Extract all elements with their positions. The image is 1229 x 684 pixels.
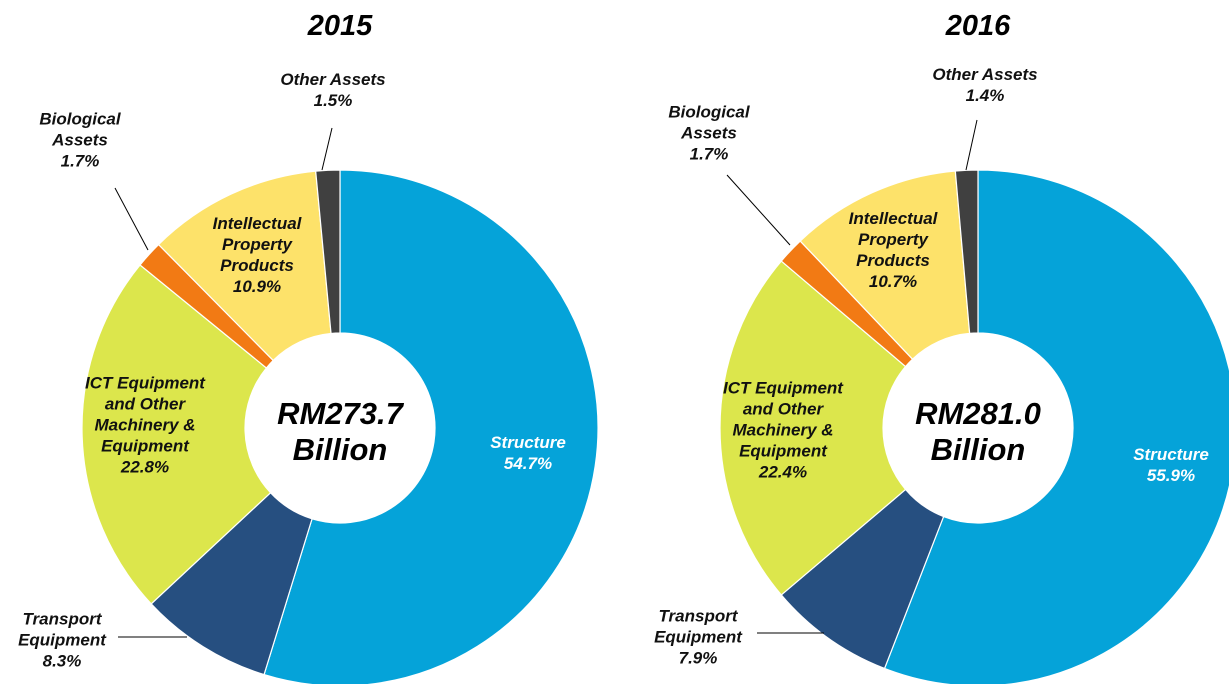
category-name: ICT Equipment and Other Machinery & Equi…: [723, 378, 843, 461]
leader-line: [114, 187, 149, 251]
center-label: RM281.0 Billion: [915, 396, 1041, 468]
value-label: 8.3%: [42, 651, 82, 671]
center-line: RM273.7: [277, 396, 403, 431]
value-label: 22.4%: [758, 462, 808, 482]
category-name: Other Assets: [932, 65, 1038, 84]
category-name: Structure: [490, 433, 566, 452]
slice-label: Transport Equipment 8.3%: [7, 609, 117, 672]
leader-line: [321, 127, 333, 171]
category-name: Intellectual Property Products: [212, 214, 302, 275]
category-name: Biological Assets: [39, 109, 121, 150]
value-label: 22.8%: [120, 457, 170, 477]
slice-label: Biological Assets 1.7%: [664, 102, 754, 165]
leader-line: [965, 119, 978, 171]
slice: [883, 169, 1229, 684]
slice: [81, 264, 272, 605]
value-label: 54.7%: [503, 454, 553, 473]
value-label: 1.7%: [689, 144, 729, 164]
value-label: 1.4%: [965, 86, 1005, 105]
slice-label: Other Assets 1.5%: [268, 69, 398, 111]
value-label: 10.9%: [232, 277, 282, 296]
slice-label: Intellectual Property Products 10.7%: [833, 208, 953, 292]
category-name: Transport Equipment: [18, 609, 106, 650]
slice-label: Other Assets 1.4%: [920, 64, 1050, 106]
value-label: 1.5%: [313, 91, 353, 110]
slice-label: Structure 55.9%: [1116, 444, 1226, 486]
category-name: Transport Equipment: [654, 606, 742, 647]
slice: [719, 260, 907, 596]
slice-label: ICT Equipment and Other Machinery & Equi…: [75, 373, 215, 478]
leader-line: [726, 174, 791, 246]
center-label: RM273.7 Billion: [277, 396, 403, 468]
slice-label: Transport Equipment 7.9%: [643, 606, 753, 669]
value-label: 1.7%: [60, 151, 100, 171]
chart-title: 2015: [307, 10, 373, 42]
category-name: Intellectual Property Products: [848, 209, 938, 270]
slice-label: Structure 54.7%: [473, 432, 583, 474]
center-line: Billion: [292, 432, 388, 467]
chart-title: 2016: [945, 10, 1011, 42]
category-name: Structure: [1133, 445, 1209, 464]
slice-label: Biological Assets 1.7%: [35, 109, 125, 172]
slice: [263, 169, 599, 684]
slice-label: ICT Equipment and Other Machinery & Equi…: [723, 378, 843, 483]
category-name: ICT Equipment and Other Machinery & Equi…: [85, 373, 205, 456]
center-line: RM281.0: [915, 396, 1041, 431]
slice: [157, 170, 332, 362]
category-name: Biological Assets: [668, 102, 750, 143]
value-label: 55.9%: [1146, 466, 1196, 485]
category-name: Other Assets: [280, 70, 386, 89]
slice: [954, 169, 979, 335]
slice: [799, 170, 971, 361]
value-label: 10.7%: [868, 272, 918, 291]
slice: [315, 169, 341, 335]
center-line: Billion: [930, 432, 1026, 467]
value-label: 7.9%: [678, 648, 718, 668]
slice-label: Intellectual Property Products 10.9%: [197, 213, 317, 297]
